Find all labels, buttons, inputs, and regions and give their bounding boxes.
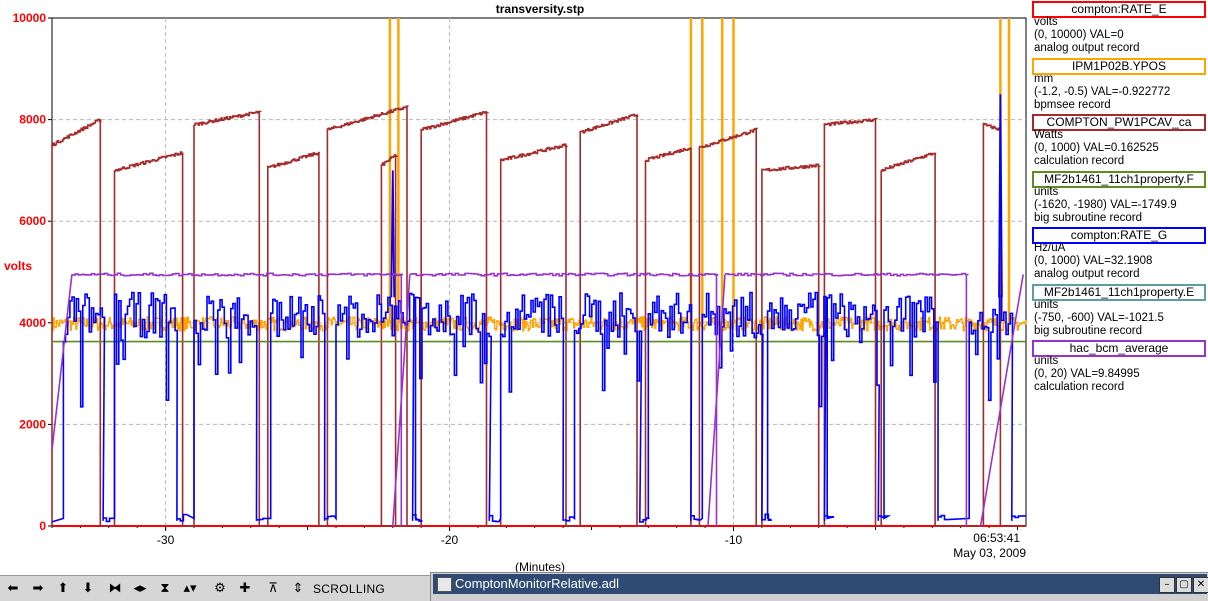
arrow-left-icon[interactable]: ⬅: [7, 581, 19, 596]
strip-chart: transversity.stp volts (Minutes) 06:53:4…: [4, 2, 1028, 574]
legend-record: big subroutine record: [1034, 324, 1143, 337]
legend-entry: compton:RATE_E volts (0, 10000) VAL=0 analo…: [1030, 0, 1208, 57]
legend-record: calculation record: [1034, 155, 1125, 167]
legend-range-val: (0, 1000) VAL=32.1908: [1034, 255, 1153, 267]
chart-title: transversity.stp: [496, 2, 584, 16]
legend-unit: units: [1034, 355, 1059, 367]
legend-unit: units: [1034, 185, 1059, 198]
legend-record: analog output record: [1034, 42, 1140, 54]
y-tick-label: 10000: [13, 11, 47, 25]
legend-range-val: (-1.2, -0.5) VAL=-0.922772: [1034, 85, 1171, 98]
legend-series-name: COMPTON_PW1PCAV_ca: [1032, 114, 1206, 131]
legend-series-name: MF2b1461_11ch1property.F: [1032, 170, 1206, 188]
close-button[interactable]: ✕: [1193, 577, 1208, 593]
legend-range-val: (-1620, -1980) VAL=-1749.9: [1034, 198, 1177, 211]
legend-range-val: (-750, -600) VAL=-1021.5: [1034, 311, 1164, 324]
legend-series-name: compton:RATE_E: [1032, 1, 1206, 18]
legend-record: analog output record: [1034, 268, 1140, 280]
legend-record: bpmsee record: [1034, 98, 1111, 111]
legend-unit: Watts: [1034, 129, 1063, 141]
legend-series-name: IPM1P02B.YPOS: [1032, 57, 1206, 75]
y-tick-label: 0: [39, 519, 46, 533]
y-tick-label: 4000: [19, 316, 46, 330]
legend-entry: IPM1P02B.YPOS mm (-1.2, -0.5) VAL=-0.92277…: [1030, 57, 1208, 114]
crosshair-icon[interactable]: ✚: [239, 581, 251, 596]
zoom-out-vertical-icon[interactable]: ▴▾: [183, 581, 197, 596]
scroll-toggle-icon[interactable]: ⇕: [292, 581, 304, 596]
window-menu-icon[interactable]: [437, 577, 452, 592]
strip-tool-toolbar: ⬅ ➡ ⬆ ⬇ ⧓ ◂▸ ⧗ ▴▾ ⚙ ✚ ⊼ ⇕ SCROLLING: [0, 575, 430, 601]
series-plateau: [71, 272, 404, 526]
x-axis-label: (Minutes): [515, 560, 565, 574]
tick-layer: 0 2000 4000 6000 8000 10000 -30 -20 -10: [13, 11, 1018, 547]
zoom-out-horizontal-icon[interactable]: ◂▸: [133, 581, 147, 596]
legend-range-val: (0, 1000) VAL=0.162525: [1034, 142, 1159, 154]
plot-area-frame: [51, 17, 1027, 527]
legend-entry: hac_bcm_average units (0, 20) VAL=9.84995 c…: [1030, 339, 1208, 396]
legend-entry: MF2b1461_11ch1property.F units (-1620, -19…: [1030, 170, 1208, 227]
config-icon[interactable]: ⚙: [214, 581, 226, 596]
x-end-date-label: May 03, 2009: [953, 546, 1026, 560]
y-tick-label: 6000: [19, 214, 46, 228]
legend-series-name: hac_bcm_average: [1032, 340, 1206, 357]
grid-layer: [52, 18, 1026, 526]
window-title: ComptonMonitorRelative.adl: [455, 576, 620, 591]
legend: compton:RATE_E volts (0, 10000) VAL=0 analo…: [1030, 0, 1208, 396]
scrolling-status: SCROLLING: [313, 582, 386, 596]
legend-unit: units: [1034, 298, 1059, 311]
arrow-up-icon[interactable]: ⬆: [57, 581, 69, 596]
zoom-in-horizontal-icon[interactable]: ⧓: [108, 581, 122, 596]
series-plateau: [725, 272, 969, 526]
legend-unit: volts: [1034, 16, 1058, 28]
y-axis-label: volts: [4, 259, 32, 273]
compton-monitor-window[interactable]: ComptonMonitorRelative.adl – ▢ ✕: [430, 572, 1208, 601]
legend-unit: Hz/uA: [1034, 242, 1066, 254]
series-line: [51, 105, 1026, 527]
series-plateau: [409, 272, 719, 526]
legend-series-name: compton:RATE_G: [1032, 227, 1206, 244]
x-tick-label: -20: [441, 533, 459, 547]
zoom-in-vertical-icon[interactable]: ⧗: [160, 581, 170, 596]
legend-range-val: (0, 10000) VAL=0: [1034, 29, 1124, 41]
y-tick-label: 8000: [19, 113, 46, 127]
legend-entry: compton:RATE_G Hz/uA (0, 1000) VAL=32.1908…: [1030, 226, 1208, 283]
legend-series-name: MF2b1461_11ch1property.E: [1032, 283, 1206, 301]
x-tick-label: -30: [157, 533, 175, 547]
legend-record: big subroutine record: [1034, 211, 1143, 224]
window-title-bar[interactable]: ComptonMonitorRelative.adl – ▢ ✕: [433, 574, 1208, 594]
legend-record: calculation record: [1034, 381, 1125, 393]
scroll-icon[interactable]: ⊼: [268, 581, 278, 596]
legend-range-val: (0, 20) VAL=9.84995: [1034, 368, 1140, 380]
x-tick-label: -10: [725, 533, 743, 547]
series-ramp: [51, 274, 73, 450]
y-tick-label: 2000: [19, 417, 46, 431]
series-ramp: [979, 274, 1024, 527]
maximize-button[interactable]: ▢: [1176, 577, 1192, 593]
arrow-right-icon[interactable]: ➡: [32, 581, 44, 596]
legend-entry: MF2b1461_11ch1property.E units (-750, -600…: [1030, 283, 1208, 340]
series-layer: [51, 18, 1028, 527]
legend-entry: COMPTON_PW1PCAV_ca Watts (0, 1000) VAL=0.1…: [1030, 113, 1208, 170]
arrow-down-icon[interactable]: ⬇: [82, 581, 94, 596]
legend-unit: mm: [1034, 72, 1054, 85]
series-peak: [390, 170, 396, 298]
x-end-time-label: 06:53:41: [973, 531, 1020, 545]
series-line: [51, 291, 1027, 523]
series-peak: [998, 94, 1003, 298]
minimize-button[interactable]: –: [1159, 577, 1175, 593]
